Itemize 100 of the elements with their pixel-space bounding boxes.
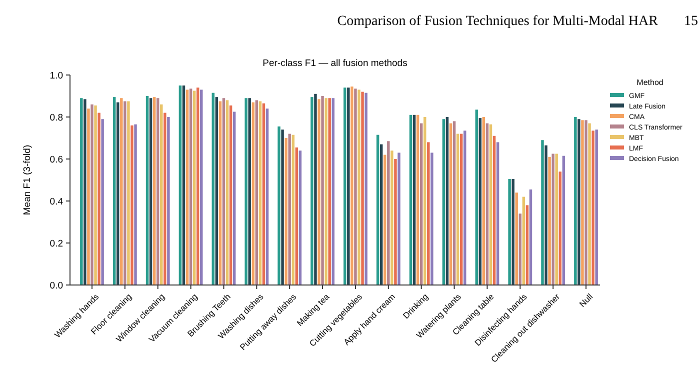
- bar: [80, 98, 83, 285]
- bar: [416, 114, 420, 285]
- bar: [350, 86, 354, 285]
- bar: [262, 103, 266, 285]
- bar: [318, 99, 320, 285]
- bar: [160, 104, 163, 285]
- bar: [482, 117, 486, 285]
- bar: [314, 94, 317, 285]
- bar: [94, 105, 97, 285]
- bar: [595, 130, 598, 285]
- bar: [463, 130, 466, 285]
- bar: [574, 117, 577, 285]
- bar: [90, 104, 94, 285]
- bar: [164, 112, 166, 285]
- bar: [130, 125, 134, 285]
- bar: [167, 117, 170, 285]
- bar: [281, 130, 284, 285]
- bar: [156, 98, 160, 285]
- bar: [248, 98, 251, 285]
- bar: [258, 101, 262, 285]
- bar: [347, 88, 350, 285]
- chart-title: Per-class F1 — all fusion methods: [262, 58, 408, 69]
- y-axis-title: Mean F1 (3-fold): [22, 144, 33, 216]
- bar: [456, 134, 460, 285]
- legend-title: Method: [636, 78, 664, 87]
- bar: [558, 172, 562, 285]
- bar: [127, 101, 130, 285]
- bar: [449, 123, 452, 285]
- bar: [492, 136, 496, 285]
- bar: [544, 145, 548, 285]
- bar: [196, 88, 200, 285]
- bar: [310, 97, 314, 285]
- bar: [420, 123, 423, 285]
- bar: [552, 154, 554, 285]
- bar: [581, 120, 584, 285]
- bar: [229, 105, 232, 285]
- bar: [182, 86, 186, 285]
- text: 15: [684, 14, 698, 29]
- bar: [442, 119, 446, 285]
- bar: [124, 101, 126, 285]
- bar: [189, 88, 192, 285]
- bar: [332, 98, 334, 285]
- bar: [192, 90, 196, 285]
- y-tick-label: 0.2: [50, 238, 63, 250]
- bar: [394, 159, 397, 285]
- bar: [508, 178, 511, 285]
- y-tick-label: 0.6: [50, 154, 63, 166]
- x-tick-label: Null: [577, 291, 595, 309]
- bar: [120, 98, 123, 285]
- text: Comparison of Fusion Techniques for Multi-Modal HAR: [337, 14, 659, 29]
- y-tick-label: 0.0: [50, 280, 63, 292]
- bar: [592, 130, 594, 285]
- bar: [518, 214, 522, 285]
- bar: [364, 92, 368, 285]
- bar: [215, 97, 218, 285]
- y-tick-label: 0.4: [50, 196, 63, 208]
- bar: [284, 138, 288, 285]
- bar: [149, 98, 152, 285]
- bar: [134, 124, 137, 285]
- bar: [218, 101, 222, 285]
- bar: [541, 140, 544, 285]
- bar: [380, 144, 383, 285]
- bar: [288, 134, 291, 285]
- bar: [496, 142, 500, 285]
- bar: [278, 126, 280, 285]
- bar: [584, 120, 588, 285]
- bar: [321, 96, 324, 285]
- bar: [562, 156, 566, 285]
- bar: [328, 98, 331, 285]
- bar: [324, 98, 328, 285]
- bar: [526, 205, 529, 285]
- bar: [146, 96, 149, 285]
- bar: [298, 150, 302, 285]
- bar: [512, 178, 514, 285]
- bar: [409, 114, 412, 285]
- bar: [361, 92, 364, 285]
- bar: [178, 86, 182, 285]
- bar: [489, 124, 492, 285]
- bar: [186, 90, 189, 285]
- bar: [384, 154, 386, 285]
- bar: [200, 90, 203, 285]
- y-tick-label: 1.0: [50, 70, 63, 82]
- bar: [84, 99, 86, 285]
- bar: [358, 90, 360, 285]
- bar: [588, 123, 591, 285]
- bar: [292, 134, 294, 285]
- bar: [412, 114, 416, 285]
- bar: [244, 98, 248, 285]
- bar: [522, 196, 526, 285]
- bar: [387, 141, 390, 285]
- bar: [578, 119, 580, 285]
- bar: [212, 92, 215, 285]
- bar: [555, 154, 558, 285]
- bar: [266, 108, 269, 285]
- bar: [376, 134, 380, 285]
- bar: [252, 102, 254, 285]
- bar: [478, 118, 482, 285]
- bar: [475, 110, 478, 285]
- bar: [486, 123, 489, 285]
- y-tick-label: 0.8: [50, 112, 63, 124]
